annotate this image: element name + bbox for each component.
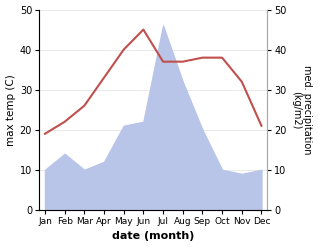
Y-axis label: med. precipitation
(kg/m2): med. precipitation (kg/m2) — [291, 65, 313, 155]
X-axis label: date (month): date (month) — [112, 231, 194, 242]
Y-axis label: max temp (C): max temp (C) — [5, 74, 16, 146]
